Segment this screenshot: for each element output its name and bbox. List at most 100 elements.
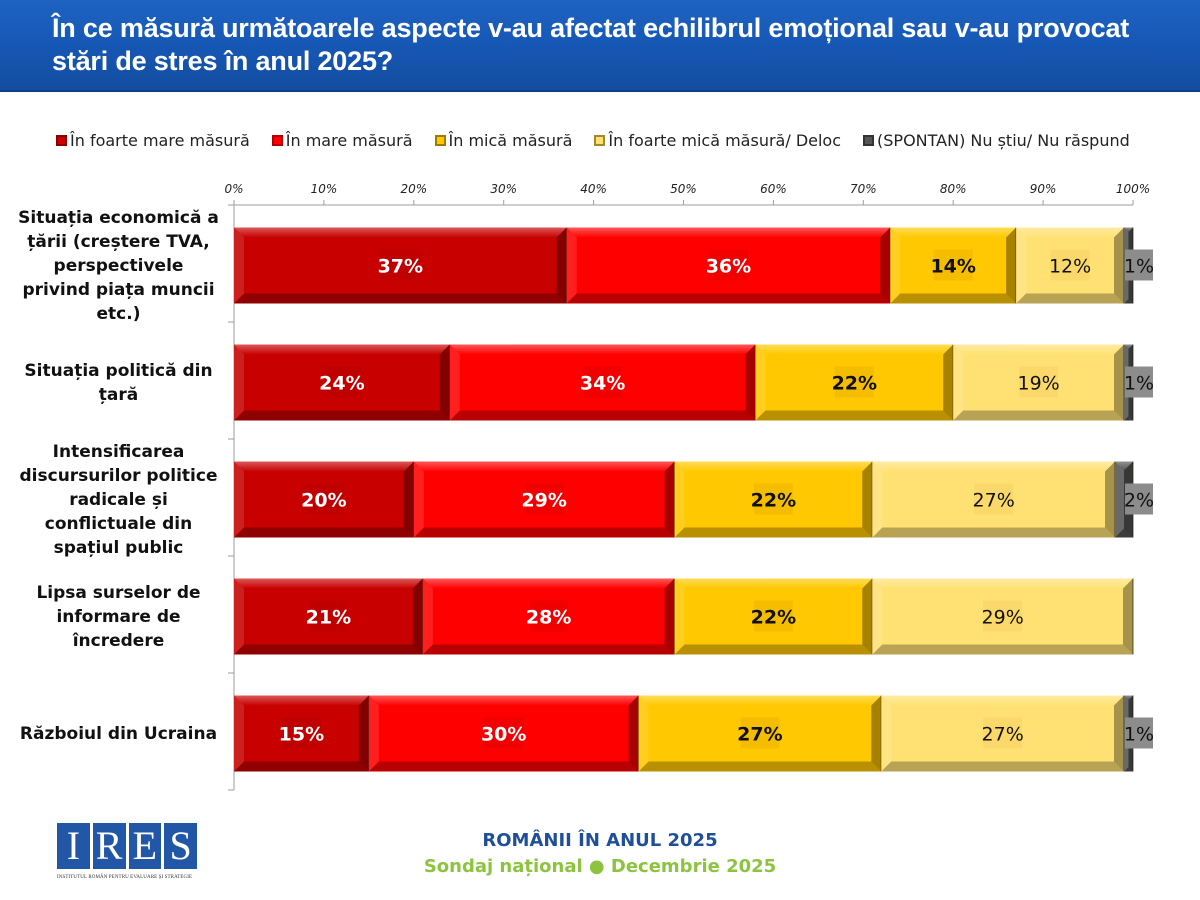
bar-bevel-right [1006, 227, 1017, 304]
bar-bevel-top [1124, 695, 1133, 700]
bar-bevel-top [234, 695, 369, 706]
footer-title: ROMÂNII ÎN ANUL 2025 [482, 830, 718, 851]
bar-bevel-top [674, 461, 873, 472]
bar-bevel-right [1123, 578, 1133, 655]
data-label: 36% [706, 256, 751, 278]
category-label-line: conflictuale din [44, 513, 193, 534]
bar-segment-fill [1115, 461, 1133, 538]
data-label: 14% [930, 256, 975, 278]
bar-bevel-right [1114, 695, 1125, 772]
bar-bevel-bottom [953, 410, 1125, 421]
bar-bevel-right [556, 227, 567, 304]
category-label-line: spațiul public [53, 537, 184, 558]
category-label: Războiul din Ucraina [16, 722, 221, 746]
bar-bevel-top [368, 695, 639, 706]
bar-bevel-right [745, 344, 756, 421]
bar-bevel-bottom [674, 527, 873, 538]
category-label-line: Intensificarea [52, 441, 185, 462]
bar-bevel-left [1016, 227, 1027, 304]
bar-bevel-top [881, 695, 1125, 706]
x-tick-label: 60% [760, 182, 787, 196]
bar-bevel-top [755, 344, 954, 355]
x-tick-label: 20% [400, 182, 427, 196]
data-label-bg [1125, 366, 1153, 398]
bar-bevel-top [638, 695, 882, 706]
bar-bevel-right [412, 578, 423, 655]
data-label: 27% [973, 490, 1015, 512]
bar-bevel-left [234, 578, 244, 655]
data-label: 28% [526, 607, 571, 629]
bar-bevel-left [755, 344, 766, 421]
bar-bevel-right [664, 578, 675, 655]
bar-bevel-bottom [234, 761, 369, 772]
category-label: Intensificarea discursurilor politice radi… [16, 440, 221, 560]
data-label: 34% [580, 373, 625, 395]
data-label-bg [380, 249, 420, 281]
bar-bevel-right [880, 227, 891, 304]
bar-bevel-top [872, 578, 1133, 589]
data-label-bg [524, 483, 564, 515]
bar-bevel-bottom [413, 527, 675, 538]
bar-bevel-right [871, 695, 882, 772]
data-label: 20% [301, 490, 346, 512]
data-label-bg [529, 600, 569, 632]
data-label-bg [1019, 366, 1059, 398]
bar-bevel-right [1114, 227, 1125, 304]
bar-bevel-top [422, 578, 675, 589]
bar-bevel-top [234, 461, 414, 472]
category-label-line: țării (creștere TVA, [27, 231, 210, 252]
data-label: 22% [751, 607, 796, 629]
bar-bevel-bottom [449, 410, 756, 421]
data-label-bg [308, 600, 348, 632]
bar-bevel-left [1115, 461, 1125, 538]
data-label-bg [583, 366, 623, 398]
bar-bevel-left [234, 695, 244, 772]
bar-bevel-bottom [1124, 299, 1133, 304]
data-label-bg [1125, 249, 1153, 281]
category-label-line: etc.) [96, 303, 141, 324]
bar-bevel-left [234, 461, 244, 538]
data-label: 29% [521, 490, 566, 512]
bar-bevel-top [1124, 344, 1133, 349]
data-label-bg [983, 600, 1023, 632]
legend-swatch-high [271, 134, 283, 146]
category-label: Lipsa surselor de informare de încredere [16, 581, 221, 653]
data-label: 27% [982, 724, 1024, 746]
bar-segment [755, 344, 954, 421]
bar-segment [234, 461, 415, 538]
data-label: 29% [982, 607, 1024, 629]
bar-bevel-top [566, 227, 891, 238]
data-label-bg [983, 717, 1023, 749]
legend-label: (SPONTAN) Nu știu/ Nu răspund [877, 130, 1130, 150]
bar-bevel-bottom [890, 293, 1017, 304]
data-label: 2% [1124, 490, 1154, 512]
bar-bevel-bottom [1016, 293, 1125, 304]
footer-subtitle: Sondaj național ● Decembrie 2025 [423, 856, 777, 877]
bar-bevel-left [953, 344, 964, 421]
data-label: 15% [279, 724, 324, 746]
bar-bevel-left [413, 461, 424, 538]
legend-label: În mare măsură [285, 130, 413, 150]
data-label-bg [281, 717, 321, 749]
bar-bevel-right [358, 695, 369, 772]
bar-bevel-top [890, 227, 1017, 238]
bar-bevel-bottom [1124, 767, 1133, 772]
data-label-bg [484, 717, 524, 749]
data-label-bg [1125, 717, 1153, 749]
data-label-bg [708, 249, 748, 281]
category-label: Situația economică a țării (creștere TVA,… [16, 206, 221, 326]
page-title: În ce măsură următoarele aspecte v-au af… [52, 13, 1130, 76]
bar-bevel-bottom [638, 761, 882, 772]
bar-bevel-bottom [422, 644, 675, 655]
bar-bevel-left [638, 695, 649, 772]
bar-segment [1016, 227, 1125, 304]
data-label: 12% [1049, 256, 1091, 278]
ires-logo: I R E S INSTITUTUL ROMÂN PENTRU EVALUARE… [57, 823, 197, 886]
legend-item-very-low: În foarte mică măsură/ Deloc [594, 131, 841, 150]
category-label-line: informare de [56, 606, 181, 627]
legend-label: În foarte mare măsură [70, 130, 250, 150]
bar-bevel-right [628, 695, 639, 772]
legend-swatch-dont-know [863, 134, 875, 146]
x-tick-label: 0% [224, 182, 243, 196]
logo-letter: R [92, 823, 126, 869]
